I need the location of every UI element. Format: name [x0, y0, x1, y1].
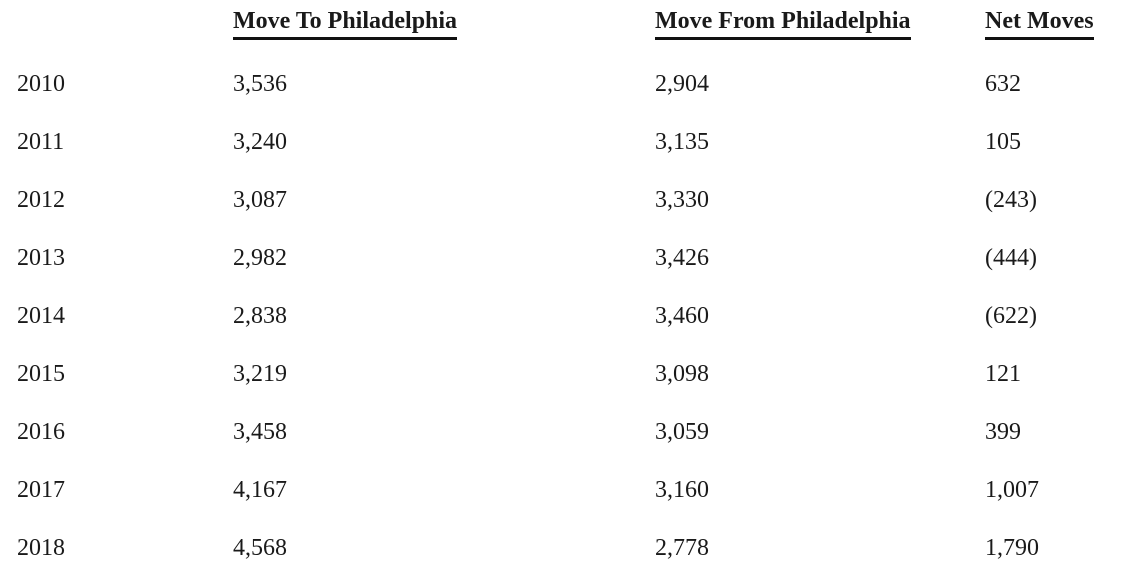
year-cell: 2018 [17, 534, 65, 561]
table-header-row: Move To Philadelphia Move From Philadelp… [0, 0, 1140, 55]
table-row: 2017 4,167 3,160 1,007 [0, 461, 1140, 519]
move-to-cell: 3,087 [233, 186, 287, 213]
net-moves-cell: 105 [985, 128, 1021, 155]
table-row: 2018 4,568 2,778 1,790 [0, 519, 1140, 577]
move-to-cell: 4,167 [233, 476, 287, 503]
move-from-column-header: Move From Philadelphia [655, 8, 911, 40]
net-moves-cell: 1,790 [985, 534, 1039, 561]
table-row: 2015 3,219 3,098 121 [0, 345, 1140, 403]
move-to-cell: 3,458 [233, 418, 287, 445]
move-from-cell: 3,330 [655, 186, 709, 213]
year-cell: 2010 [17, 70, 65, 97]
year-cell: 2014 [17, 302, 65, 329]
move-to-column-header: Move To Philadelphia [233, 8, 458, 40]
move-to-cell: 3,240 [233, 128, 287, 155]
net-moves-cell: (622) [985, 302, 1037, 329]
table-row: 2012 3,087 3,330 (243) [0, 171, 1140, 229]
net-moves-cell: 399 [985, 418, 1021, 445]
move-to-cell: 4,568 [233, 534, 287, 561]
year-cell: 2015 [17, 360, 65, 387]
table-row: 2014 2,838 3,460 (622) [0, 287, 1140, 345]
move-to-cell: 2,982 [233, 244, 287, 271]
move-to-cell: 2,838 [233, 302, 287, 329]
table-row: 2010 3,536 2,904 632 [0, 55, 1140, 113]
year-cell: 2017 [17, 476, 65, 503]
table-row: 2013 2,982 3,426 (444) [0, 229, 1140, 287]
move-from-cell: 3,426 [655, 244, 709, 271]
table-row: 2011 3,240 3,135 105 [0, 113, 1140, 171]
move-from-cell: 3,059 [655, 418, 709, 445]
net-moves-column-header: Net Moves [985, 8, 1094, 40]
move-to-cell: 3,219 [233, 360, 287, 387]
table-row: 2016 3,458 3,059 399 [0, 403, 1140, 461]
net-moves-cell: (243) [985, 186, 1037, 213]
move-from-cell: 3,135 [655, 128, 709, 155]
year-cell: 2013 [17, 244, 65, 271]
move-from-cell: 3,160 [655, 476, 709, 503]
net-moves-cell: 632 [985, 70, 1021, 97]
net-moves-cell: (444) [985, 244, 1037, 271]
year-cell: 2016 [17, 418, 65, 445]
net-moves-cell: 121 [985, 360, 1021, 387]
year-cell: 2012 [17, 186, 65, 213]
net-moves-cell: 1,007 [985, 476, 1039, 503]
year-cell: 2011 [17, 128, 65, 155]
move-to-cell: 3,536 [233, 70, 287, 97]
move-from-cell: 3,098 [655, 360, 709, 387]
move-from-cell: 3,460 [655, 302, 709, 329]
move-from-cell: 2,904 [655, 70, 709, 97]
move-from-cell: 2,778 [655, 534, 709, 561]
